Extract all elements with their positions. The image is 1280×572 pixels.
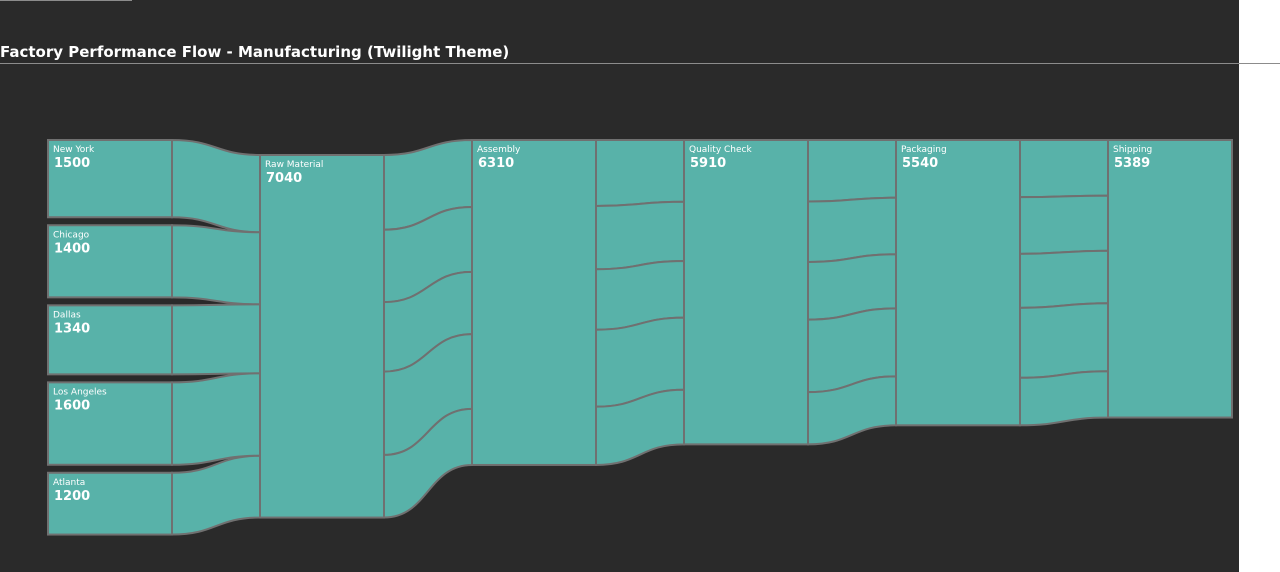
link-pkg-shp-21[interactable]: [1019, 194, 1109, 255]
link-atl-raw-4[interactable]: [171, 454, 261, 536]
links-layer: [171, 138, 1109, 536]
link-asm-qc-11[interactable]: [595, 200, 685, 271]
node-value-shp: 5389: [1114, 156, 1150, 171]
node-rect-chi[interactable]: [47, 224, 173, 299]
node-label-ny: New York: [53, 145, 95, 155]
link-pkg-shp-24[interactable]: [1019, 370, 1109, 427]
node-label-la: Los Angeles: [53, 387, 107, 397]
link-pkg-shp-20[interactable]: [1019, 138, 1109, 199]
node-value-raw: 7040: [266, 171, 302, 186]
link-asm-qc-10[interactable]: [595, 138, 685, 207]
node-rect-atl[interactable]: [47, 471, 173, 536]
node-value-asm: 6310: [478, 156, 514, 171]
node-rect-dal[interactable]: [47, 304, 173, 376]
link-la-raw-3[interactable]: [171, 372, 261, 466]
node-value-chi: 1400: [54, 241, 90, 256]
link-pkg-shp-23[interactable]: [1019, 302, 1109, 379]
node-label-shp: Shipping: [1113, 145, 1152, 155]
chart-title: Factory Performance Flow - Manufacturing…: [0, 43, 510, 61]
node-rect-ny[interactable]: [47, 139, 173, 219]
link-qc-pkg-15[interactable]: [807, 138, 897, 203]
node-rect-qc[interactable]: [683, 139, 809, 446]
node-label-raw: Raw Material: [265, 160, 323, 170]
node-rect-shp[interactable]: [1107, 139, 1233, 419]
top-rule: [0, 0, 132, 1]
node-label-dal: Dallas: [53, 310, 81, 320]
node-value-ny: 1500: [54, 156, 90, 171]
node-label-qc: Quality Check: [689, 145, 752, 155]
title-rule: [0, 63, 1280, 64]
node-value-pkg: 5540: [902, 156, 938, 171]
node-rect-pkg[interactable]: [895, 139, 1021, 427]
node-value-atl: 1200: [54, 489, 90, 504]
link-qc-pkg-16[interactable]: [807, 196, 897, 263]
node-rect-la[interactable]: [47, 381, 173, 466]
link-chi-raw-1[interactable]: [171, 224, 261, 306]
node-label-chi: Chicago: [53, 230, 90, 240]
link-pkg-shp-22[interactable]: [1019, 249, 1109, 309]
link-dal-raw-2[interactable]: [171, 303, 261, 376]
node-rect-asm[interactable]: [471, 139, 597, 466]
node-label-atl: Atlanta: [53, 478, 85, 488]
node-value-la: 1600: [54, 398, 90, 413]
link-ny-raw-0[interactable]: [171, 138, 261, 234]
node-value-qc: 5910: [690, 156, 726, 171]
node-label-asm: Assembly: [477, 145, 521, 155]
node-label-pkg: Packaging: [901, 145, 947, 155]
node-value-dal: 1340: [54, 321, 90, 336]
node-rect-raw[interactable]: [259, 154, 385, 519]
